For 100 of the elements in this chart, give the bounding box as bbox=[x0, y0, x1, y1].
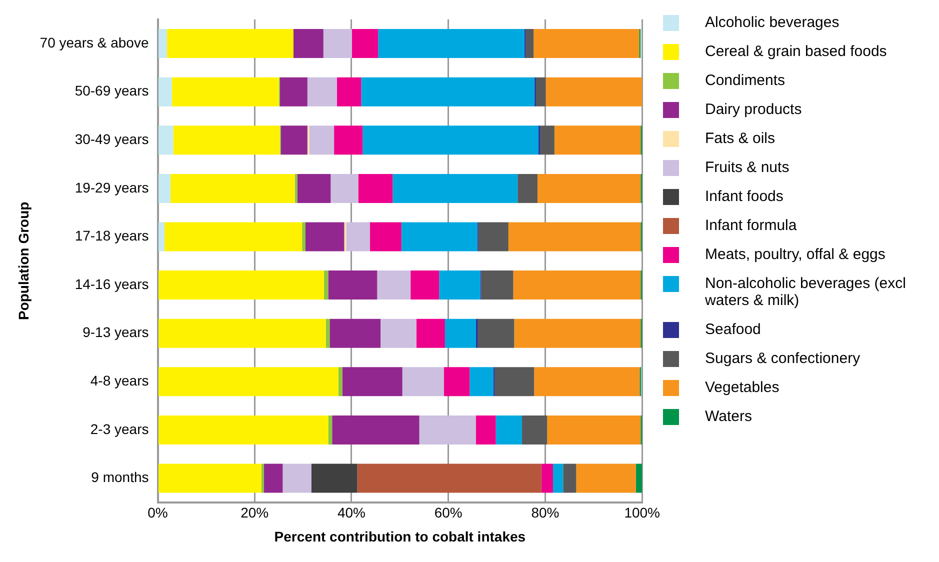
x-axis-title: Percent contribution to cobalt intakes bbox=[274, 528, 526, 544]
bar bbox=[334, 126, 363, 155]
bar bbox=[380, 318, 416, 348]
bar bbox=[302, 222, 306, 252]
bar bbox=[330, 318, 381, 348]
bar bbox=[513, 270, 641, 300]
bar bbox=[328, 270, 378, 300]
bar bbox=[173, 126, 280, 155]
y-tick-label: 14-16 years bbox=[74, 276, 149, 292]
bar bbox=[158, 464, 262, 493]
bar bbox=[158, 77, 172, 106]
bar bbox=[470, 367, 494, 396]
bar bbox=[377, 270, 411, 300]
bar bbox=[476, 415, 496, 444]
bar bbox=[158, 222, 165, 252]
bar bbox=[536, 77, 546, 106]
y-tick-label: 9-13 years bbox=[82, 324, 149, 340]
bar bbox=[554, 126, 641, 155]
bar bbox=[547, 415, 641, 444]
bar bbox=[534, 29, 640, 58]
bar bbox=[346, 222, 370, 252]
y-tick-label: 50-69 years bbox=[74, 82, 149, 99]
bar bbox=[332, 415, 420, 444]
bar bbox=[361, 77, 535, 106]
bar bbox=[392, 174, 518, 203]
bar bbox=[338, 367, 342, 396]
bar bbox=[444, 367, 470, 396]
bar bbox=[508, 222, 641, 252]
bar bbox=[522, 415, 548, 444]
x-tick-label: 80% bbox=[531, 504, 560, 521]
bar bbox=[416, 318, 445, 348]
bar bbox=[546, 77, 642, 106]
bar bbox=[402, 367, 444, 396]
bar bbox=[526, 29, 534, 58]
bar bbox=[444, 318, 476, 348]
bar bbox=[280, 77, 308, 106]
bar bbox=[282, 464, 312, 493]
bar bbox=[419, 415, 476, 444]
bar bbox=[541, 464, 553, 493]
y-axis-title: Population Group bbox=[15, 202, 32, 320]
bar bbox=[552, 464, 564, 493]
bar bbox=[496, 415, 522, 444]
bar bbox=[328, 415, 332, 444]
y-tick-label: 17-18 years bbox=[74, 228, 149, 244]
bar bbox=[439, 270, 480, 300]
bar bbox=[326, 318, 330, 348]
bar bbox=[309, 126, 334, 155]
legend-label: Alcoholic beverages bbox=[705, 14, 840, 31]
bar bbox=[311, 464, 358, 493]
bar bbox=[336, 77, 362, 106]
y-tick-label: 19-29 years bbox=[74, 179, 149, 196]
bar bbox=[158, 126, 174, 155]
y-tick-label: 70 years & above bbox=[40, 34, 149, 50]
y-tick-label: 2-3 years bbox=[90, 420, 149, 437]
bar bbox=[540, 126, 554, 155]
y-tick-label: 4-8 years bbox=[90, 372, 149, 389]
bar bbox=[158, 174, 170, 203]
legend-label: Vegetables bbox=[705, 379, 780, 396]
bar bbox=[305, 222, 344, 252]
bar bbox=[494, 367, 534, 396]
legend-label: Fats & oils bbox=[705, 130, 776, 147]
bar bbox=[170, 174, 295, 203]
bar bbox=[261, 464, 264, 493]
bar bbox=[478, 318, 514, 348]
bar bbox=[297, 174, 331, 203]
bar bbox=[537, 174, 641, 203]
bar bbox=[401, 222, 478, 252]
bar bbox=[514, 318, 641, 348]
bar bbox=[636, 464, 642, 493]
bar bbox=[324, 270, 328, 300]
y-tick-label: 30-49 years bbox=[74, 131, 149, 148]
legend-label: Condiments bbox=[705, 72, 786, 89]
legend-label: Fruits & nuts bbox=[705, 159, 790, 176]
x-tick-label: 0% bbox=[148, 504, 168, 521]
legend-label: Waters bbox=[705, 408, 752, 425]
x-tick-label: 40% bbox=[337, 504, 366, 521]
bar bbox=[357, 464, 542, 493]
legend-label: Cereal & grain based foods bbox=[705, 43, 887, 60]
legend-label: Dairy products bbox=[705, 101, 802, 118]
bar bbox=[563, 464, 576, 493]
x-tick-label: 20% bbox=[240, 504, 269, 521]
legend-label: Non-alcoholic beverages (excl waters & milk) bbox=[705, 275, 907, 309]
legend-label: Meats, poultry, offal & eggs bbox=[705, 246, 886, 263]
bar bbox=[166, 29, 294, 58]
bar bbox=[478, 222, 508, 252]
bar bbox=[576, 464, 636, 493]
bar bbox=[158, 270, 324, 300]
bar bbox=[362, 126, 538, 155]
bar bbox=[158, 415, 328, 444]
bar bbox=[410, 270, 440, 300]
bar bbox=[534, 367, 640, 396]
bar bbox=[172, 77, 279, 106]
legend-label: Sugars & confectionery bbox=[705, 350, 860, 367]
bar bbox=[342, 367, 402, 396]
bar bbox=[370, 222, 402, 252]
bar bbox=[164, 222, 302, 252]
bar bbox=[378, 29, 524, 58]
y-tick-label: 9 months bbox=[91, 469, 149, 486]
x-tick-label: 100% bbox=[624, 504, 660, 521]
bar bbox=[293, 29, 324, 58]
